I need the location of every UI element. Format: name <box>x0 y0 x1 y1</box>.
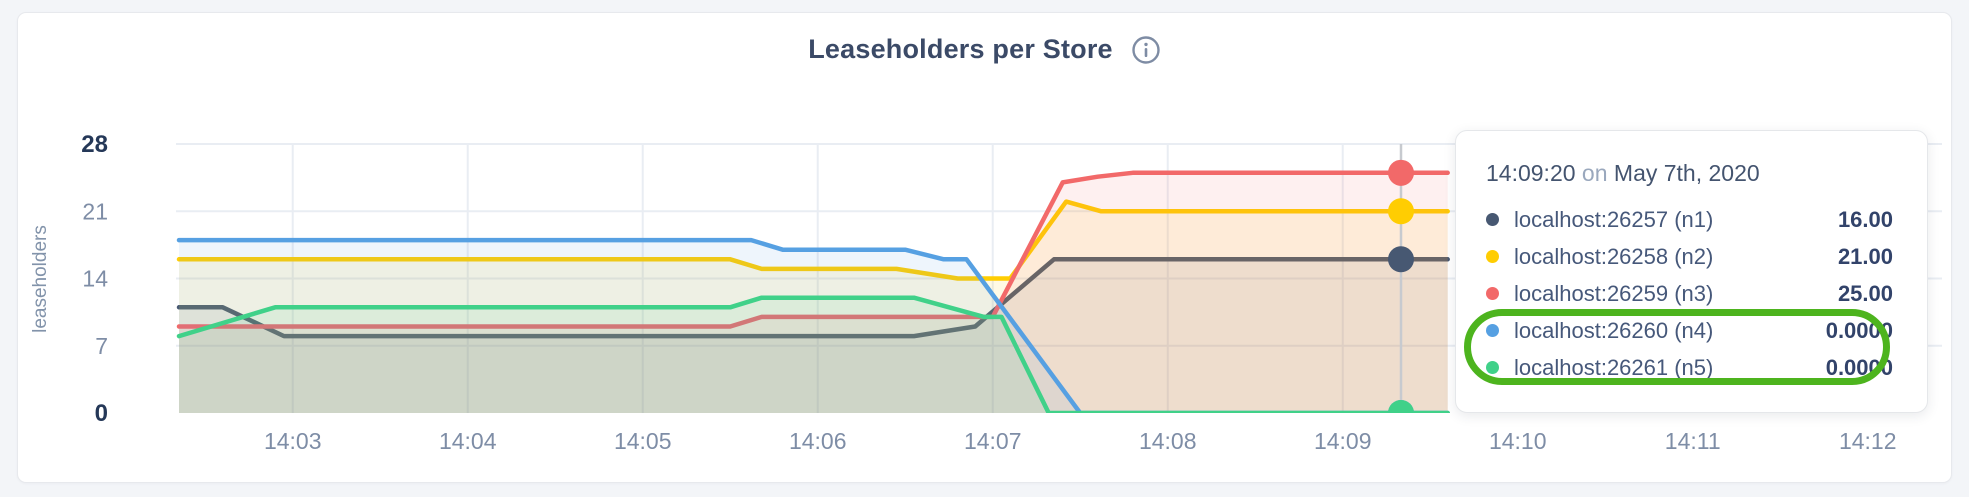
tooltip-row: localhost:26257 (n1) 16.00 <box>1486 201 1893 238</box>
series-lines <box>176 170 1450 413</box>
series-label: localhost:26257 (n1) <box>1514 206 1714 232</box>
hover-markers <box>1388 159 1414 413</box>
svg-text:14: 14 <box>82 266 108 292</box>
svg-text:14:10: 14:10 <box>1489 428 1547 454</box>
tooltip-row: localhost:26258 (n2) 21.00 <box>1486 238 1893 275</box>
info-icon[interactable] <box>1131 35 1161 65</box>
series-value: 21.00 <box>1837 243 1893 269</box>
svg-text:14:08: 14:08 <box>1139 428 1197 454</box>
series-color-dot <box>1486 324 1499 337</box>
series-color-dot <box>1486 361 1499 374</box>
svg-text:14:07: 14:07 <box>964 428 1022 454</box>
svg-text:14:04: 14:04 <box>439 428 497 454</box>
series-value: 25.00 <box>1837 280 1893 306</box>
svg-text:14:06: 14:06 <box>789 428 847 454</box>
series-value: 16.00 <box>1837 206 1893 232</box>
tooltip-row: localhost:26259 (n3) 25.00 <box>1486 275 1893 312</box>
svg-text:14:09: 14:09 <box>1314 428 1372 454</box>
series-color-dot <box>1486 250 1499 263</box>
svg-text:0: 0 <box>95 400 108 427</box>
axis-labels: 0 7 14 21 28 14:03 14:04 14:05 14:06 14:07 14:08 14… <box>30 131 1897 454</box>
series-label: localhost:26261 (n5) <box>1514 354 1714 380</box>
svg-text:14:11: 14:11 <box>1665 428 1721 454</box>
svg-text:14:05: 14:05 <box>614 428 672 454</box>
series-color-dot <box>1486 213 1499 226</box>
series-value: 0.0000 <box>1825 354 1893 380</box>
tooltip-header: 14:09:20 on May 7th, 2020 <box>1486 157 1893 189</box>
svg-text:14:03: 14:03 <box>264 428 322 454</box>
tooltip-time: 14:09:20 <box>1486 160 1576 186</box>
series-value: 0.0000 <box>1825 317 1893 343</box>
chart-title: Leaseholders per Store <box>808 34 1113 64</box>
series-label: localhost:26260 (n4) <box>1514 317 1714 343</box>
tooltip-row: localhost:26260 (n4) 0.0000 <box>1486 312 1893 349</box>
chart-header: Leaseholders per Store <box>0 34 1969 65</box>
svg-text:21: 21 <box>82 198 108 224</box>
svg-text:7: 7 <box>95 333 108 359</box>
svg-text:28: 28 <box>81 131 108 158</box>
tooltip-row: localhost:26261 (n5) 0.0000 <box>1486 349 1893 386</box>
chart-tooltip: 14:09:20 on May 7th, 2020 localhost:2625… <box>1455 130 1928 413</box>
tooltip-date: May 7th, 2020 <box>1613 160 1760 186</box>
series-color-dot <box>1486 287 1499 300</box>
svg-text:14:12: 14:12 <box>1839 428 1897 454</box>
y-axis-title: leaseholders <box>30 225 51 333</box>
series-label: localhost:26259 (n3) <box>1514 280 1714 306</box>
tooltip-on-word: on <box>1581 160 1608 186</box>
series-label: localhost:26258 (n2) <box>1514 243 1714 269</box>
